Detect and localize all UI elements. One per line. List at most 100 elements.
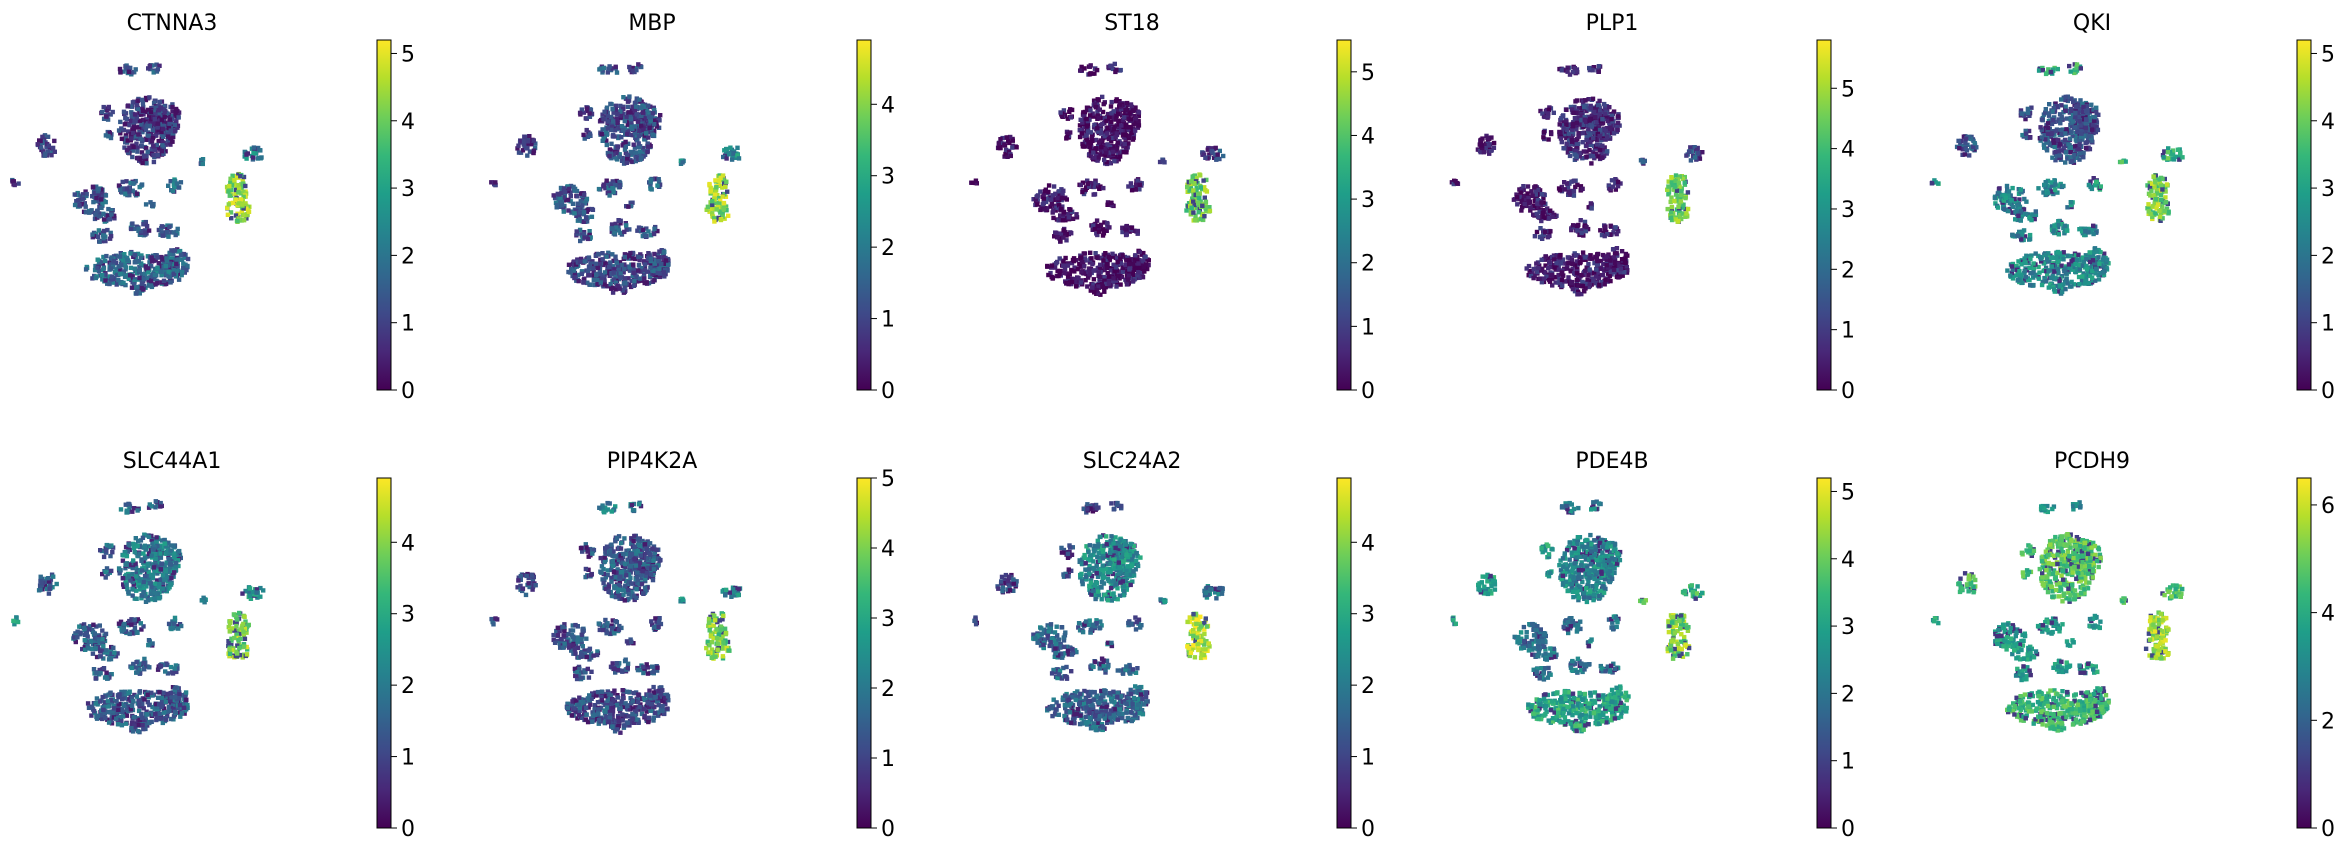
cell-point: [149, 139, 155, 144]
cell-point: [173, 110, 178, 115]
panel-title: CTNNA3: [127, 11, 218, 36]
cell-point: [1546, 265, 1551, 271]
cell-point: [148, 283, 154, 288]
cell-point: [161, 264, 166, 269]
cell-point: [1540, 236, 1545, 241]
cell-point: [132, 279, 137, 284]
cell-point: [103, 278, 108, 283]
cell-point: [162, 114, 167, 120]
cell-point: [725, 189, 730, 194]
cell-point: [111, 258, 117, 264]
cell-point: [586, 268, 591, 274]
cell-point: [234, 198, 239, 203]
cell-point: [76, 192, 81, 197]
cell-point: [176, 185, 182, 190]
cell-point: [1595, 142, 1600, 147]
cell-point: [1574, 277, 1580, 283]
cell-point: [109, 277, 114, 282]
cell-point: [112, 269, 118, 274]
cell-point: [164, 256, 169, 261]
cell-point: [175, 226, 180, 232]
cell-point: [1576, 292, 1581, 297]
cell-point: [1078, 182, 1084, 188]
cell-point: [131, 144, 136, 150]
cell-point: [650, 111, 656, 116]
cell-point: [637, 97, 642, 102]
cell-point: [565, 184, 570, 189]
cell-point: [973, 178, 979, 183]
cell-point: [165, 227, 170, 232]
cell-point: [97, 200, 102, 205]
cell-point: [655, 270, 660, 275]
cell-point: [95, 208, 100, 213]
cell-point: [1531, 275, 1536, 281]
cell-point: [45, 149, 50, 154]
cell-point: [227, 183, 232, 189]
cell-point: [639, 155, 644, 160]
cell-point: [107, 130, 112, 136]
cell-point: [81, 192, 86, 197]
cell-point: [574, 229, 579, 234]
cell-point: [2025, 110, 2031, 116]
cell-point: [16, 181, 21, 186]
cell-point: [1486, 143, 1491, 148]
cell-point: [134, 191, 140, 196]
cell-point: [244, 206, 249, 211]
cell-point: [582, 259, 587, 264]
cell-point: [42, 133, 48, 138]
cell-point: [1584, 154, 1589, 159]
cell-point: [185, 256, 191, 262]
cell-point: [531, 150, 536, 156]
cell-point: [147, 95, 152, 100]
cell-point: [580, 196, 585, 201]
cell-point: [1215, 152, 1220, 157]
colorbar-tick-label: 1: [1841, 319, 1855, 344]
cell-point: [1669, 175, 1674, 180]
cell-point: [1118, 282, 1123, 287]
cell-point: [618, 113, 623, 118]
cell-point: [180, 270, 185, 275]
cell-point: [611, 122, 617, 127]
cell-point: [609, 127, 614, 133]
cell-point: [174, 181, 180, 186]
cell-point: [646, 229, 651, 234]
cell-point: [1057, 256, 1062, 261]
cell-point: [721, 178, 726, 183]
cell-point: [1049, 197, 1054, 202]
cell-point: [132, 282, 137, 287]
cell-point: [238, 197, 243, 202]
cell-point: [1669, 204, 1675, 210]
cell-point: [577, 259, 583, 264]
cell-point: [241, 189, 246, 195]
cell-point: [1045, 264, 1050, 269]
cell-point: [1587, 65, 1592, 71]
cell-point: [627, 253, 632, 258]
cell-point: [1600, 117, 1605, 122]
cell-point: [107, 281, 112, 287]
cell-point: [81, 202, 87, 207]
cell-point: [79, 201, 84, 207]
cell-point: [172, 178, 178, 184]
cell-point: [714, 207, 719, 212]
cell-point: [93, 212, 98, 217]
cell-point: [241, 206, 246, 211]
cell-point: [149, 274, 154, 279]
cell-point: [623, 96, 629, 101]
cell-point: [1594, 267, 1599, 272]
cell-point: [145, 124, 150, 129]
cell-point: [615, 111, 620, 117]
cell-point: [1603, 224, 1608, 229]
cell-point: [2067, 63, 2072, 69]
cell-point: [1478, 137, 1484, 142]
cell-point: [124, 148, 130, 153]
cell-point: [705, 204, 711, 209]
cell-point: [1587, 267, 1592, 272]
cell-point: [652, 122, 657, 127]
cell-point: [251, 150, 256, 156]
cell-point: [577, 216, 582, 222]
cell-point: [146, 228, 152, 233]
cell-point: [129, 285, 135, 290]
cell-point: [139, 280, 145, 285]
